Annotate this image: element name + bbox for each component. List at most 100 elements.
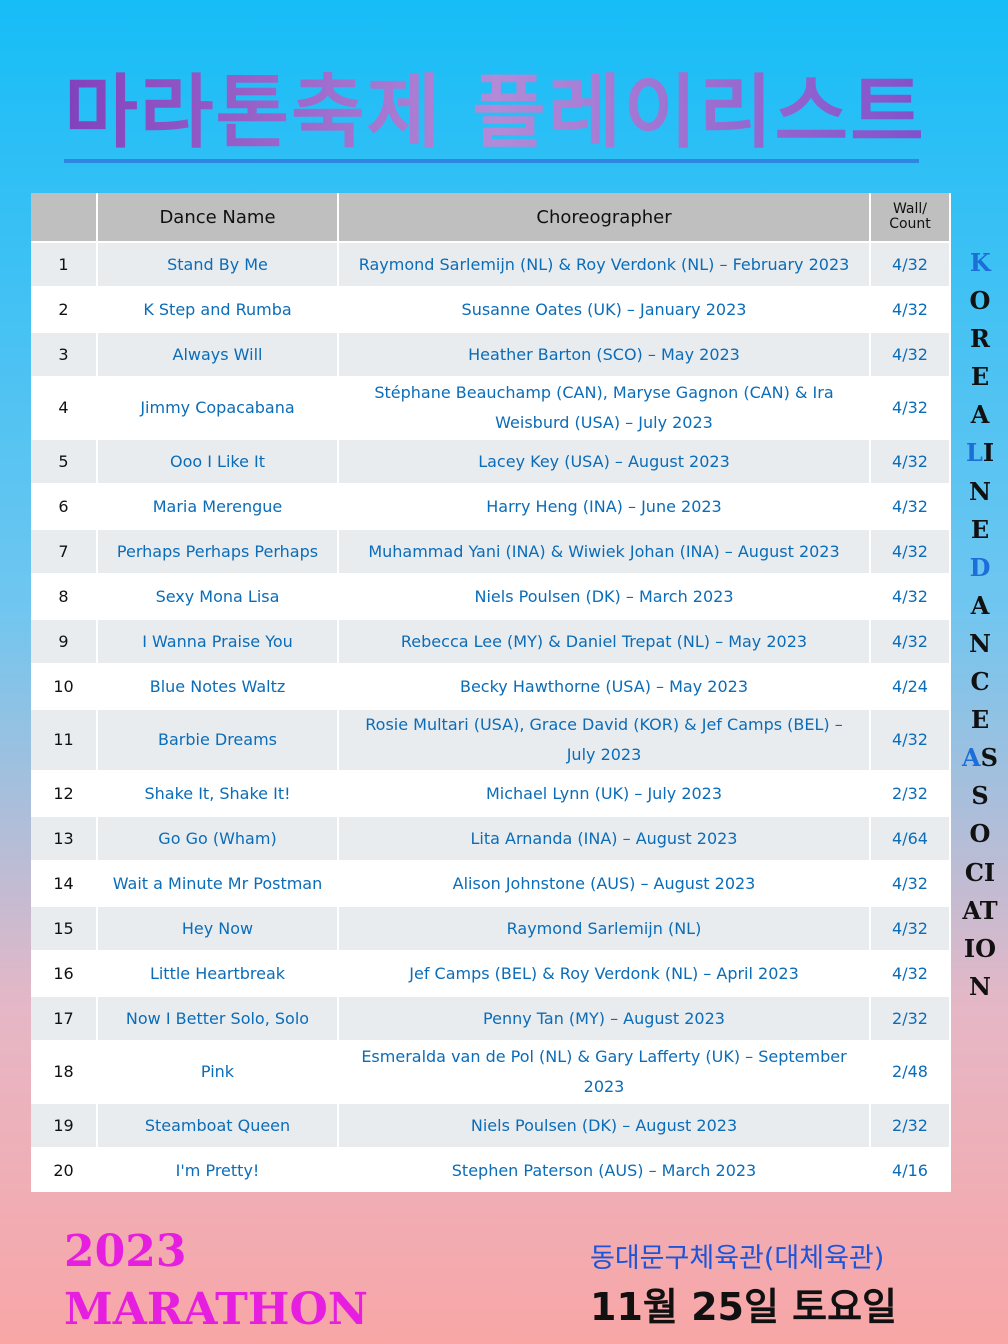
header-cell bbox=[31, 193, 98, 242]
wall-count: 2/48 bbox=[870, 1040, 951, 1103]
dance-name: Stand By Me bbox=[97, 241, 339, 287]
dance-name: Jimmy Copacabana bbox=[97, 376, 339, 439]
date: 11월 25일 토요일 bbox=[590, 1285, 898, 1329]
table-row: 19 Steamboat Queen Niels Poulsen (DK) – Au… bbox=[31, 1102, 951, 1148]
choreographer: Rebecca Lee (MY) & Daniel Trepat (NL) – … bbox=[338, 618, 871, 664]
row-number: 4 bbox=[31, 376, 98, 439]
dance-name: Blue Notes Waltz bbox=[97, 663, 339, 709]
dance-name: I'm Pretty! bbox=[97, 1147, 339, 1192]
table-row: 11 Barbie Dreams Rosie Multari (USA), Grac… bbox=[31, 708, 951, 771]
table-row: 1 Stand By Me Raymond Sarlemijn (NL) & Roy… bbox=[31, 241, 951, 287]
dance-name: Steamboat Queen bbox=[97, 1102, 339, 1148]
choreographer: Harry Heng (INA) – June 2023 bbox=[338, 483, 871, 529]
dance-name: Wait a Minute Mr Postman bbox=[97, 860, 339, 906]
choreographer: Stephen Paterson (AUS) – March 2023 bbox=[338, 1147, 871, 1192]
wall-count: 4/32 bbox=[870, 331, 951, 377]
year: 2023 bbox=[64, 1226, 187, 1277]
choreographer: Lacey Key (USA) – August 2023 bbox=[338, 438, 871, 484]
side-word: DANCE bbox=[969, 552, 991, 735]
header-cell: Wall/ Count bbox=[870, 193, 951, 242]
row-number: 8 bbox=[31, 573, 98, 619]
dance-name: Perhaps Perhaps Perhaps bbox=[97, 528, 339, 574]
wall-count: 4/32 bbox=[870, 573, 951, 619]
wall-count: 4/16 bbox=[870, 1147, 951, 1192]
wall-count: 4/32 bbox=[870, 708, 951, 771]
table-row: 12 Shake It, Shake It! Michael Lynn (UK) –… bbox=[31, 770, 951, 816]
side-word: LINE bbox=[965, 438, 995, 544]
table-row: 10 Blue Notes Waltz Becky Hawthorne (USA) … bbox=[31, 663, 951, 709]
dance-name: K Step and Rumba bbox=[97, 286, 339, 332]
dance-name: I Wanna Praise You bbox=[97, 618, 339, 664]
wall-count: 4/32 bbox=[870, 905, 951, 951]
row-number: 7 bbox=[31, 528, 98, 574]
header-cell: Dance Name bbox=[97, 193, 339, 242]
choreographer: Heather Barton (SCO) – May 2023 bbox=[338, 331, 871, 377]
choreographer: Stéphane Beauchamp (CAN), Maryse Gagnon … bbox=[338, 376, 871, 439]
venue: 동대문구체육관(대체육관) bbox=[590, 1243, 885, 1274]
row-number: 3 bbox=[31, 331, 98, 377]
choreographer: Niels Poulsen (DK) – March 2023 bbox=[338, 573, 871, 619]
choreographer: Rosie Multari (USA), Grace David (KOR) &… bbox=[338, 708, 871, 771]
dance-name: Maria Merengue bbox=[97, 483, 339, 529]
dance-name: Hey Now bbox=[97, 905, 339, 951]
table-row: 3 Always Will Heather Barton (SCO) – May 2… bbox=[31, 331, 951, 377]
dance-name: Ooo I Like It bbox=[97, 438, 339, 484]
table-row: 17 Now I Better Solo, Solo Penny Tan (MY) … bbox=[31, 995, 951, 1041]
wall-count: 4/32 bbox=[870, 860, 951, 906]
choreographer: Becky Hawthorne (USA) – May 2023 bbox=[338, 663, 871, 709]
choreographer: Penny Tan (MY) – August 2023 bbox=[338, 995, 871, 1041]
wall-count: 4/32 bbox=[870, 528, 951, 574]
row-number: 17 bbox=[31, 995, 98, 1041]
dance-name: Sexy Mona Lisa bbox=[97, 573, 339, 619]
row-number: 5 bbox=[31, 438, 98, 484]
table-row: 8 Sexy Mona Lisa Niels Poulsen (DK) – Marc… bbox=[31, 573, 951, 619]
header-cell: Choreographer bbox=[338, 193, 871, 242]
row-number: 11 bbox=[31, 708, 98, 771]
row-number: 1 bbox=[31, 241, 98, 287]
dance-name: Barbie Dreams bbox=[97, 708, 339, 771]
dance-name: Always Will bbox=[97, 331, 339, 377]
side-word: KOREA bbox=[969, 248, 991, 430]
dance-name: Now I Better Solo, Solo bbox=[97, 995, 339, 1041]
wall-count: 4/32 bbox=[870, 950, 951, 996]
wall-count: 4/32 bbox=[870, 438, 951, 484]
wall-count: 2/32 bbox=[870, 995, 951, 1041]
wall-count: 2/32 bbox=[870, 770, 951, 816]
table-row: 6 Maria Merengue Harry Heng (INA) – June 2… bbox=[31, 483, 951, 529]
table-row: 13 Go Go (Wham) Lita Arnanda (INA) – Augus… bbox=[31, 815, 951, 861]
table-row: 7 Perhaps Perhaps Perhaps Muhammad Yani (I… bbox=[31, 528, 951, 574]
row-number: 19 bbox=[31, 1102, 98, 1148]
wall-count: 4/32 bbox=[870, 241, 951, 287]
wall-count: 4/32 bbox=[870, 483, 951, 529]
choreographer: Lita Arnanda (INA) – August 2023 bbox=[338, 815, 871, 861]
wall-count: 2/32 bbox=[870, 1102, 951, 1148]
table-row: 14 Wait a Minute Mr Postman Alison Johnsto… bbox=[31, 860, 951, 906]
table-row: 5 Ooo I Like It Lacey Key (USA) – August 2… bbox=[31, 438, 951, 484]
row-number: 20 bbox=[31, 1147, 98, 1192]
dance-name: Little Heartbreak bbox=[97, 950, 339, 996]
side-text: KOREA LINE DANCE ASSOCIATION bbox=[962, 244, 998, 1006]
row-number: 18 bbox=[31, 1040, 98, 1103]
wall-count: 4/32 bbox=[870, 286, 951, 332]
row-number: 14 bbox=[31, 860, 98, 906]
row-number: 2 bbox=[31, 286, 98, 332]
title: 마라톤축제 플레이리스트 bbox=[0, 48, 990, 164]
choreographer: Alison Johnstone (AUS) – August 2023 bbox=[338, 860, 871, 906]
row-number: 10 bbox=[31, 663, 98, 709]
table-row: 15 Hey Now Raymond Sarlemijn (NL) 4/32 bbox=[31, 905, 951, 951]
table-row: 4 Jimmy Copacabana Stéphane Beauchamp (CAN… bbox=[31, 376, 951, 439]
dance-name: Pink bbox=[97, 1040, 339, 1103]
event: MARATHON bbox=[64, 1284, 369, 1335]
choreographer: Raymond Sarlemijn (NL) & Roy Verdonk (NL… bbox=[338, 241, 871, 287]
dance-name: Go Go (Wham) bbox=[97, 815, 339, 861]
row-number: 12 bbox=[31, 770, 98, 816]
choreographer: Niels Poulsen (DK) – August 2023 bbox=[338, 1102, 871, 1148]
choreographer: Susanne Oates (UK) – January 2023 bbox=[338, 286, 871, 332]
table-row: 20 I'm Pretty! Stephen Paterson (AUS) – Ma… bbox=[31, 1147, 951, 1192]
table-row: 18 Pink Esmeralda van de Pol (NL) & Gary L… bbox=[31, 1040, 951, 1103]
choreographer: Michael Lynn (UK) – July 2023 bbox=[338, 770, 871, 816]
wall-count: 4/64 bbox=[870, 815, 951, 861]
